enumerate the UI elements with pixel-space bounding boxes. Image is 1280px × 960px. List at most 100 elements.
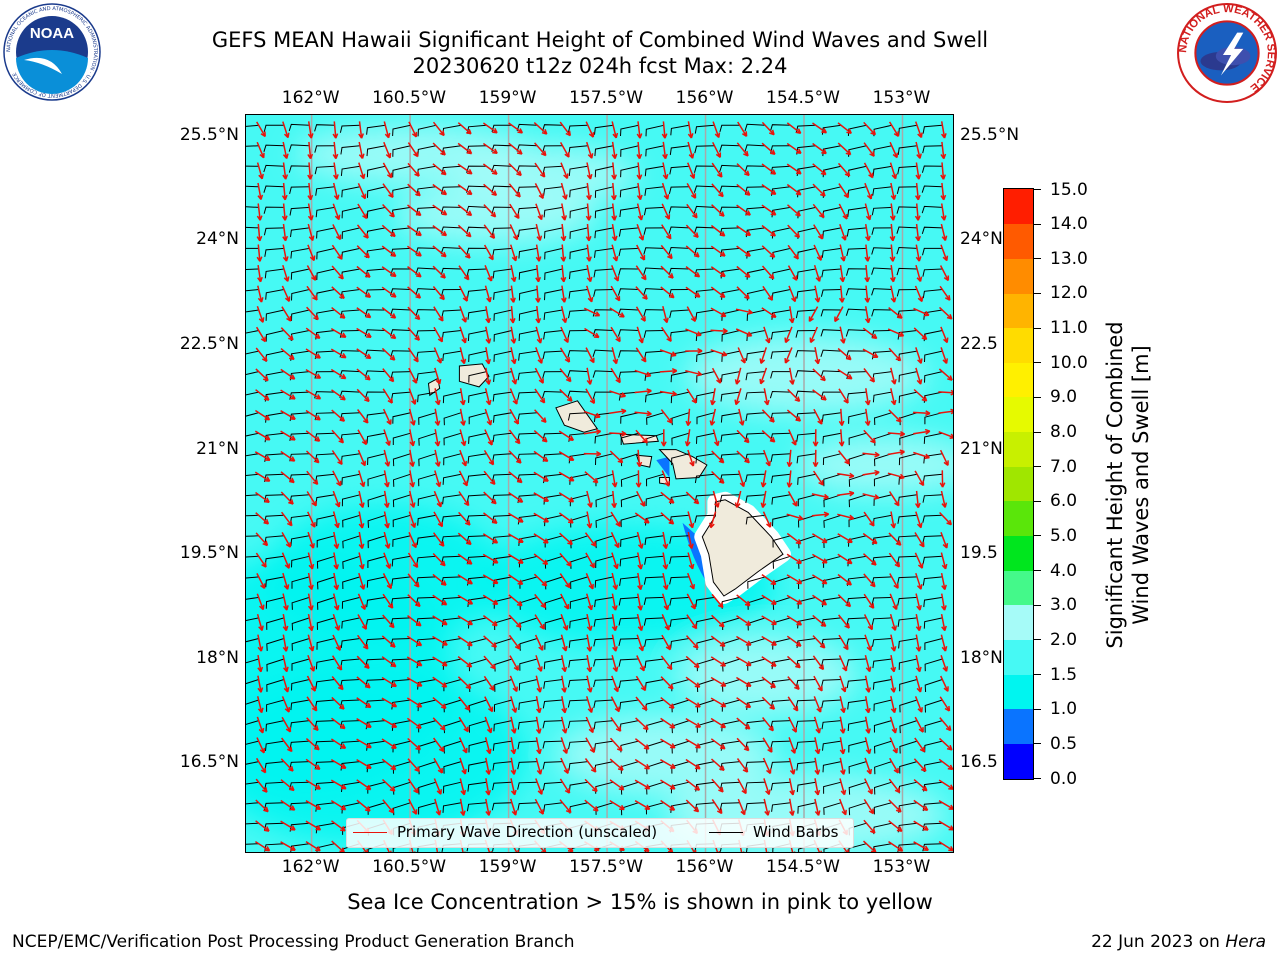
wave-arrow [483, 204, 497, 218]
wave-arrow [407, 594, 421, 608]
lon-tick-bottom: 157.5°W [569, 857, 644, 877]
wave-arrow [889, 593, 898, 611]
wave-arrow [636, 531, 644, 549]
wind-barb [797, 473, 816, 485]
wind-barb [644, 165, 664, 177]
wave-arrow [280, 389, 296, 400]
wave-arrow [609, 799, 625, 811]
wave-arrow [888, 491, 900, 507]
wave-arrow [280, 471, 295, 484]
wave-arrow [889, 737, 898, 754]
colorbar-segment [1004, 570, 1033, 606]
wave-arrow [710, 224, 726, 237]
wave-arrow [306, 470, 319, 485]
wave-arrow [784, 326, 793, 344]
wind-barb [745, 802, 766, 811]
wave-arrow [913, 841, 929, 851]
wind-barb [899, 740, 918, 754]
wave-arrow [305, 368, 322, 379]
wave-arrow [535, 223, 543, 241]
wind-barb [568, 638, 588, 648]
wave-arrow [357, 593, 367, 610]
wind-barb [246, 843, 259, 845]
wave-arrow [736, 183, 751, 196]
wind-barb [392, 473, 411, 487]
wave-arrow [331, 429, 345, 444]
wave-arrow [636, 244, 646, 261]
wave-arrow [255, 778, 268, 793]
wave-arrow [535, 696, 542, 714]
wind-barb [494, 699, 513, 712]
wind-barb [620, 494, 639, 508]
wind-barb [390, 308, 411, 316]
wind-barb [418, 802, 437, 815]
wave-arrow [813, 716, 822, 734]
wind-barb [771, 802, 791, 812]
wave-arrow [736, 142, 749, 157]
wind-barb [543, 206, 563, 218]
wind-barb [871, 617, 892, 626]
wave-arrow [509, 655, 519, 671]
wind-barb [569, 268, 588, 280]
wave-arrow [611, 203, 618, 221]
wind-barb [871, 309, 892, 317]
wind-barb [544, 227, 563, 239]
wind-barb [491, 206, 512, 214]
wave-arrow [864, 388, 871, 406]
wave-arrow [788, 367, 795, 385]
wave-arrow [662, 531, 669, 550]
wind-barb [721, 371, 740, 382]
wind-barb [246, 185, 259, 188]
wind-barb [568, 658, 588, 668]
island-oahu [555, 400, 599, 433]
wave-arrow [533, 553, 549, 566]
wave-arrow [483, 183, 498, 197]
sea-shade-region [676, 635, 856, 715]
wind-barb [316, 576, 335, 590]
wind-barb [769, 390, 791, 399]
wind-barb [569, 247, 588, 260]
wave-arrow [331, 696, 345, 710]
wind-barb [567, 412, 588, 421]
wind-barb [517, 227, 538, 238]
wave-arrow [913, 410, 931, 417]
wind-barb [468, 740, 487, 753]
wind-barb [246, 535, 259, 537]
wind-barb [669, 596, 690, 606]
wind-barb [246, 494, 259, 497]
wind-barb [896, 186, 918, 195]
wave-arrow [457, 656, 473, 668]
wave-arrow [710, 717, 727, 729]
wind-barb [518, 289, 538, 301]
wave-arrow [255, 389, 270, 401]
wind-barb [797, 186, 816, 198]
chart-subtitle: 20230620 t12z 024h fcst Max: 2.24 [412, 54, 788, 78]
wave-arrow [862, 469, 880, 476]
wind-barb [316, 638, 335, 650]
wind-barb [519, 658, 538, 671]
wave-arrow [407, 162, 420, 177]
wind-barb [593, 699, 614, 709]
wave-arrow [635, 265, 647, 281]
wind-barb [594, 145, 614, 157]
wave-arrow [812, 163, 827, 176]
wave-arrow [330, 799, 347, 811]
wave-arrow [761, 696, 776, 710]
wave-arrow [610, 326, 621, 343]
wind-barb [745, 412, 766, 422]
wind-barb [796, 432, 816, 442]
wave-arrow [356, 265, 371, 278]
wind-barb [795, 720, 816, 729]
wave-arrow [256, 573, 266, 590]
wave-arrow [383, 552, 392, 570]
wave-arrow [356, 245, 370, 259]
wind-barb [620, 432, 639, 445]
wind-barb [391, 576, 411, 586]
wind-barb [392, 145, 411, 157]
lat-tick-left: 18°N [196, 647, 239, 668]
wave-arrow [408, 511, 417, 529]
footer-date-text: 22 Jun 2023 on [1091, 932, 1226, 952]
wave-arrow [838, 183, 850, 199]
wind-barb [747, 576, 766, 589]
wind-barb [695, 761, 715, 773]
